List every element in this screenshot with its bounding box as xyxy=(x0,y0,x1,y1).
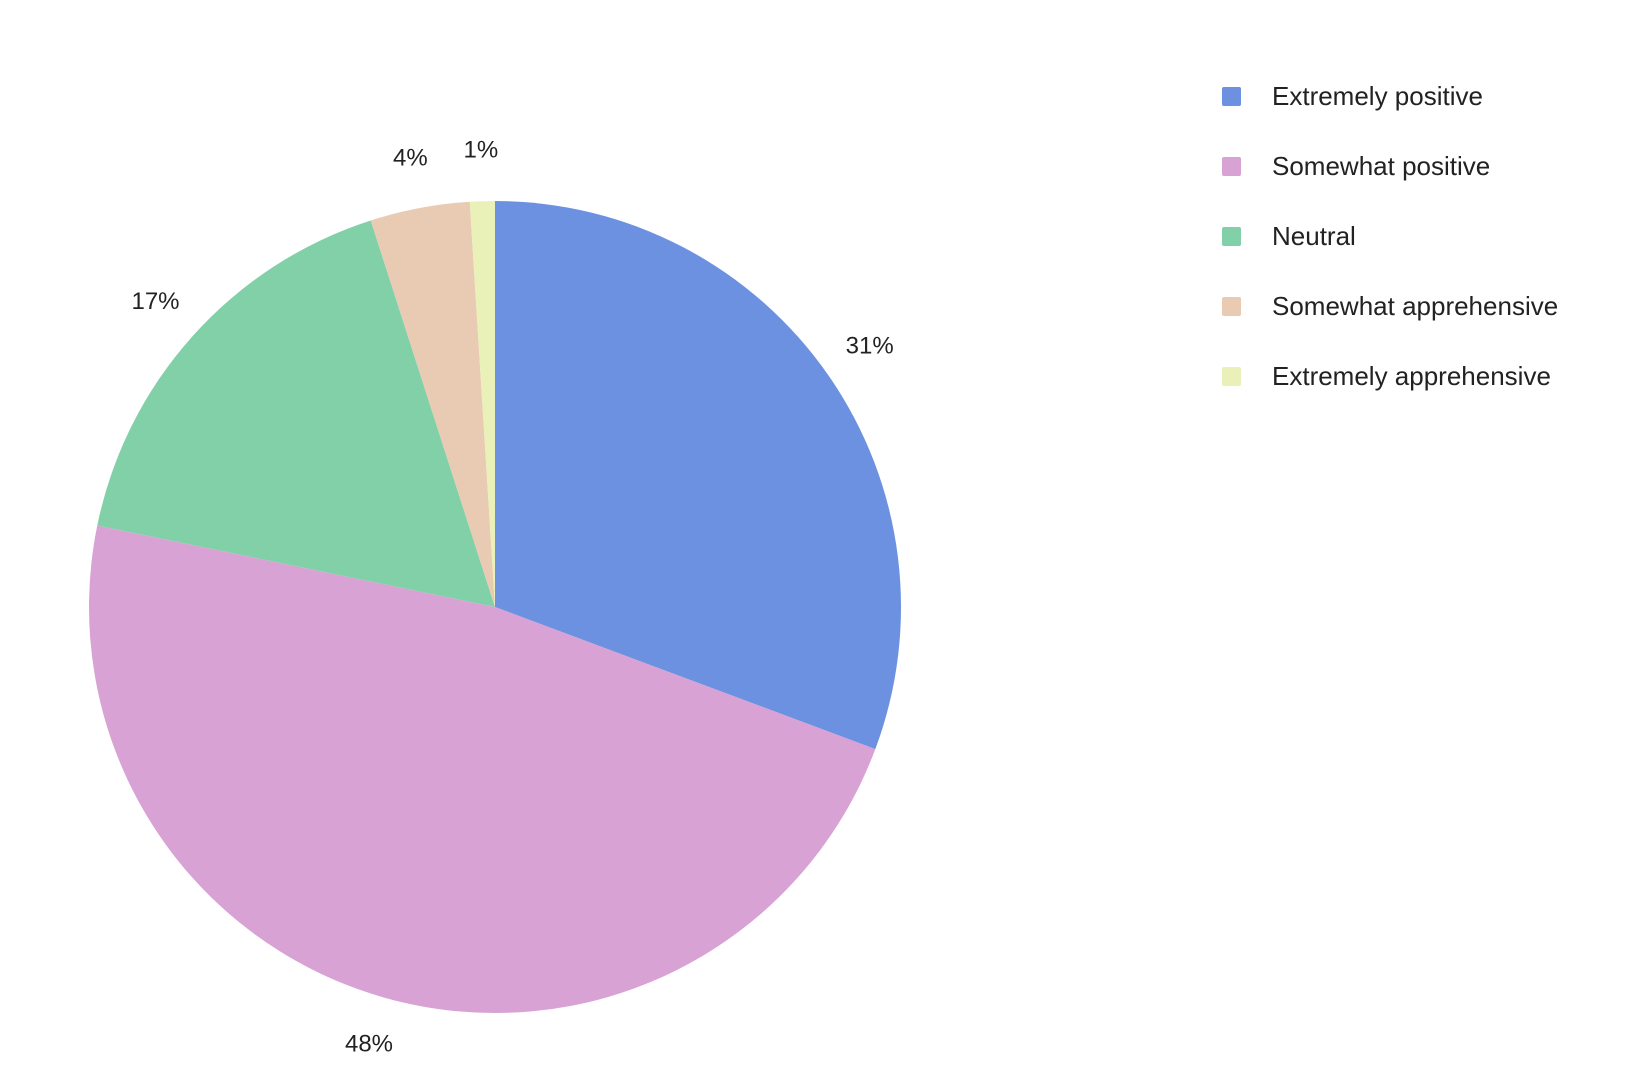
legend-swatch-neutral xyxy=(1222,226,1241,246)
legend-label-extremely-positive: Extremely positive xyxy=(1272,80,1483,111)
data-label-neutral: 17% xyxy=(131,288,179,315)
legend-label-neutral: Neutral xyxy=(1272,220,1356,251)
legend-item-somewhat-apprehensive[interactable]: Somewhat apprehensive xyxy=(1222,288,1558,324)
legend-item-extremely-apprehensive[interactable]: Extremely apprehensive xyxy=(1222,358,1558,394)
legend-item-somewhat-positive[interactable]: Somewhat positive xyxy=(1222,148,1558,184)
data-label-extremely-positive: 31% xyxy=(846,332,894,359)
data-label-somewhat-positive: 48% xyxy=(345,1031,393,1058)
legend: Extremely positive Somewhat positive Neu… xyxy=(1222,78,1558,428)
pie-slice-somewhat-positive[interactable] xyxy=(88,525,876,1014)
pie-slices xyxy=(88,201,902,1014)
data-label-extremely-apprehensive: 1% xyxy=(463,137,498,164)
pie-slice-extremely-positive[interactable] xyxy=(495,201,902,750)
pie-slice-neutral[interactable] xyxy=(97,220,495,608)
legend-item-extremely-positive[interactable]: Extremely positive xyxy=(1222,78,1558,114)
legend-swatch-extremely-positive xyxy=(1222,86,1241,106)
pie-data-labels: 31% 48% 17% 4% 1% xyxy=(131,137,893,1058)
data-label-somewhat-apprehensive: 4% xyxy=(393,144,428,171)
legend-item-neutral[interactable]: Neutral xyxy=(1222,218,1558,254)
legend-swatch-somewhat-positive xyxy=(1222,156,1241,176)
legend-swatch-extremely-apprehensive xyxy=(1222,366,1241,386)
pie-slice-somewhat-apprehensive[interactable] xyxy=(370,201,495,607)
legend-swatch-somewhat-apprehensive xyxy=(1222,296,1241,316)
legend-label-somewhat-apprehensive: Somewhat apprehensive xyxy=(1272,290,1559,321)
pie-slice-extremely-apprehensive[interactable] xyxy=(469,201,495,607)
legend-label-somewhat-positive: Somewhat positive xyxy=(1272,150,1491,181)
legend-label-extremely-apprehensive: Extremely apprehensive xyxy=(1272,360,1551,391)
